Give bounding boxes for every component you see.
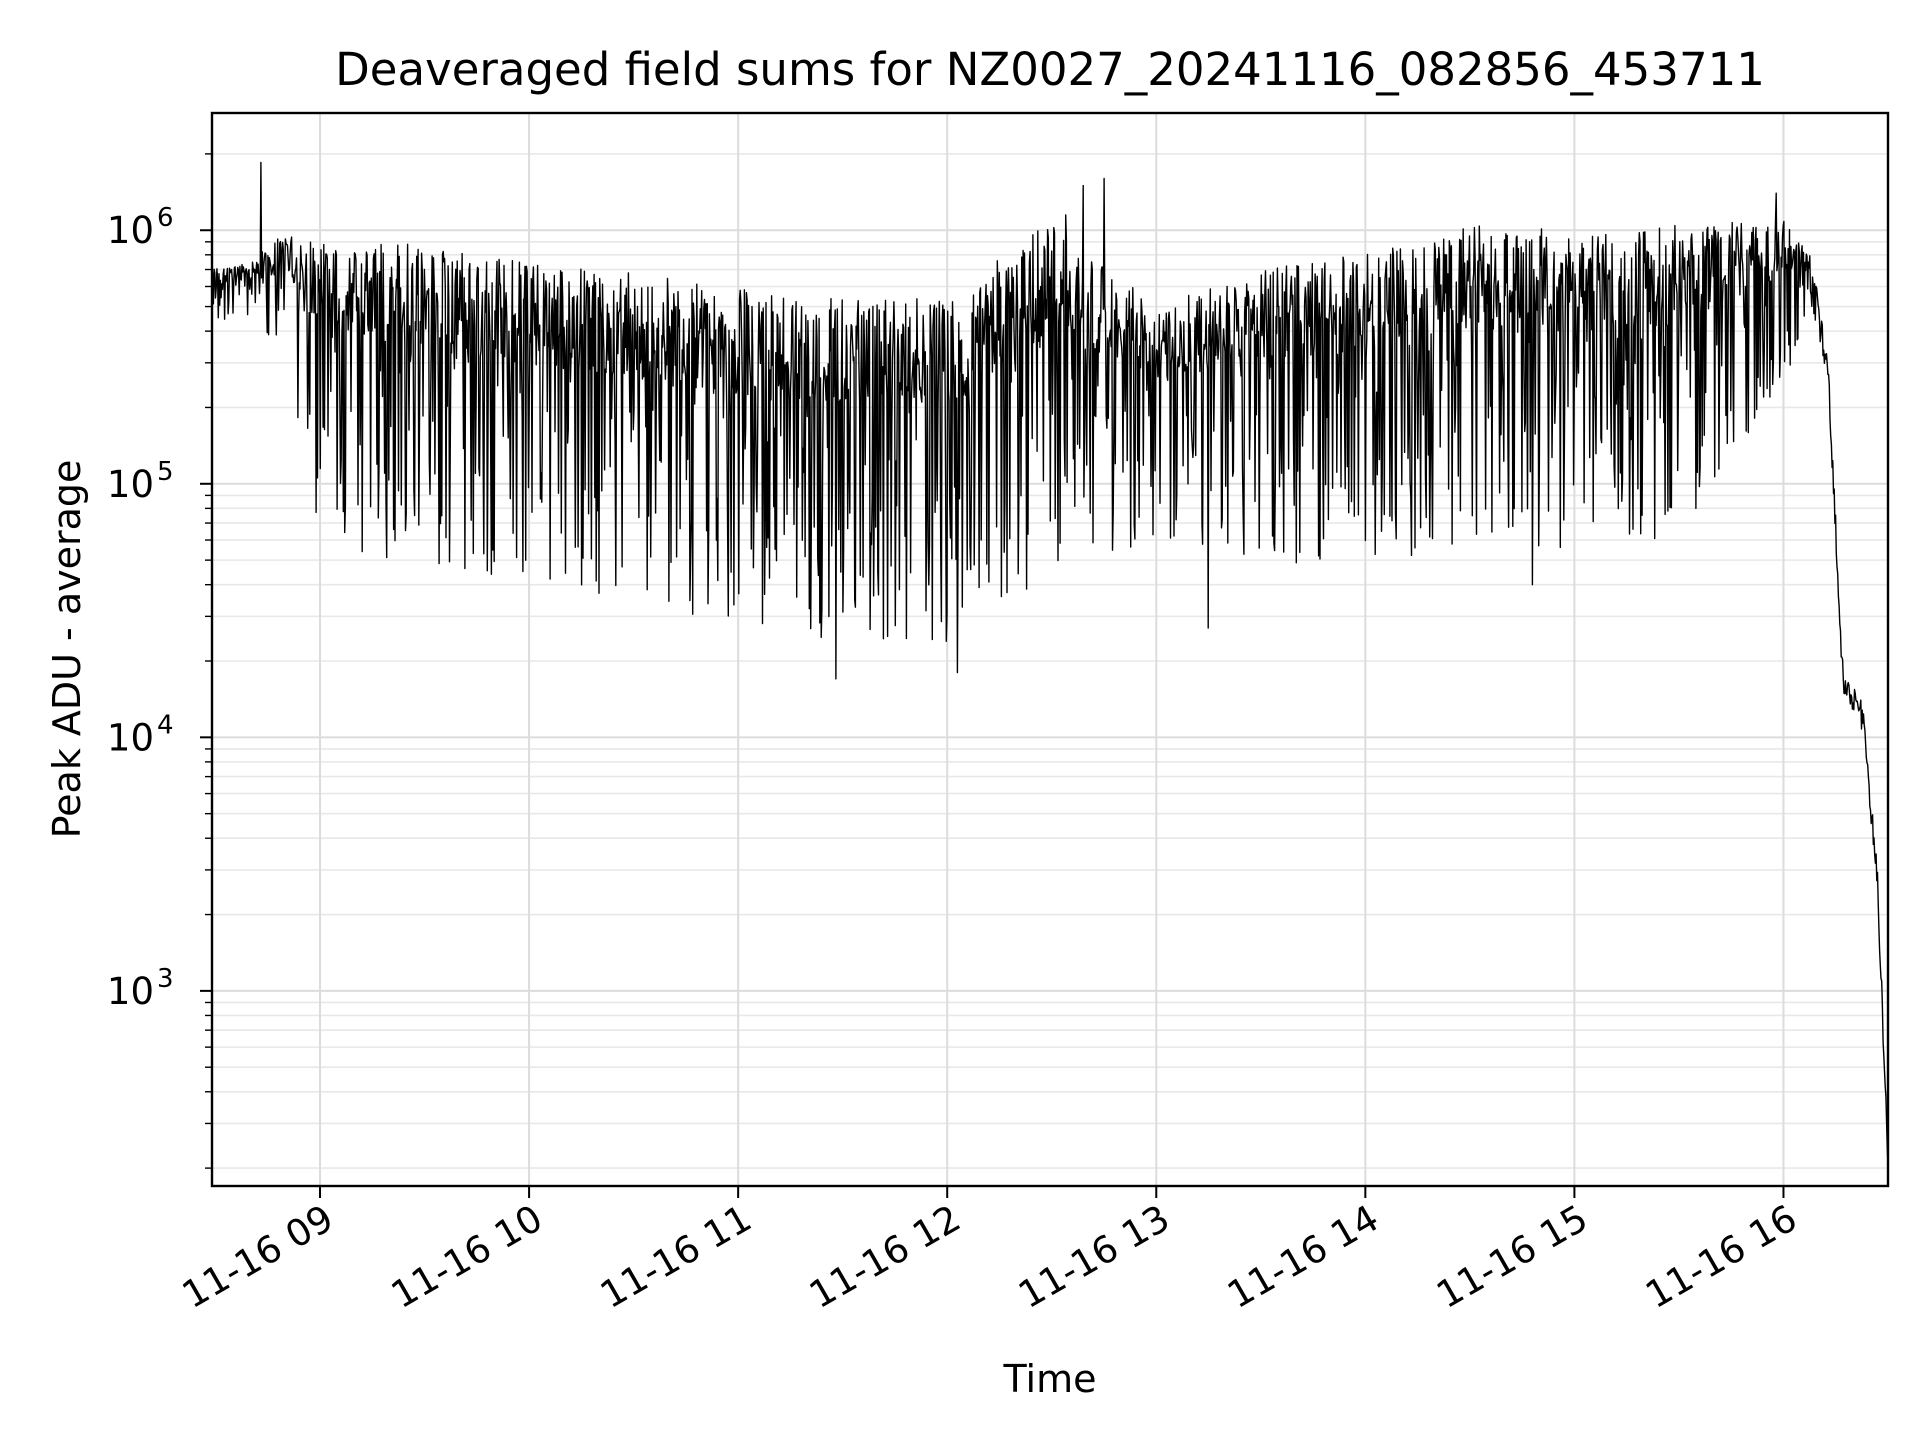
grid [212, 113, 1888, 1186]
y-tick-label: 10 [107, 716, 154, 759]
y-axis-label: Peak ADU - average [45, 460, 89, 839]
series-line [211, 161, 1889, 1167]
y-tick-label: 10 [107, 463, 154, 506]
y-tick-exponent: 3 [157, 964, 174, 994]
y-tick-exponent: 5 [157, 457, 174, 487]
y-tick-label: 10 [107, 970, 154, 1013]
y-tick-label: 10 [107, 209, 154, 252]
y-tick-exponent: 4 [157, 710, 174, 740]
y-tick-exponent: 6 [157, 203, 174, 233]
plot-frame [210, 111, 1890, 1188]
chart-title: Deaveraged field sums for NZ0027_2024111… [335, 43, 1765, 96]
series-layer [211, 161, 1889, 1167]
x-axis-label: Time [1003, 1357, 1097, 1401]
